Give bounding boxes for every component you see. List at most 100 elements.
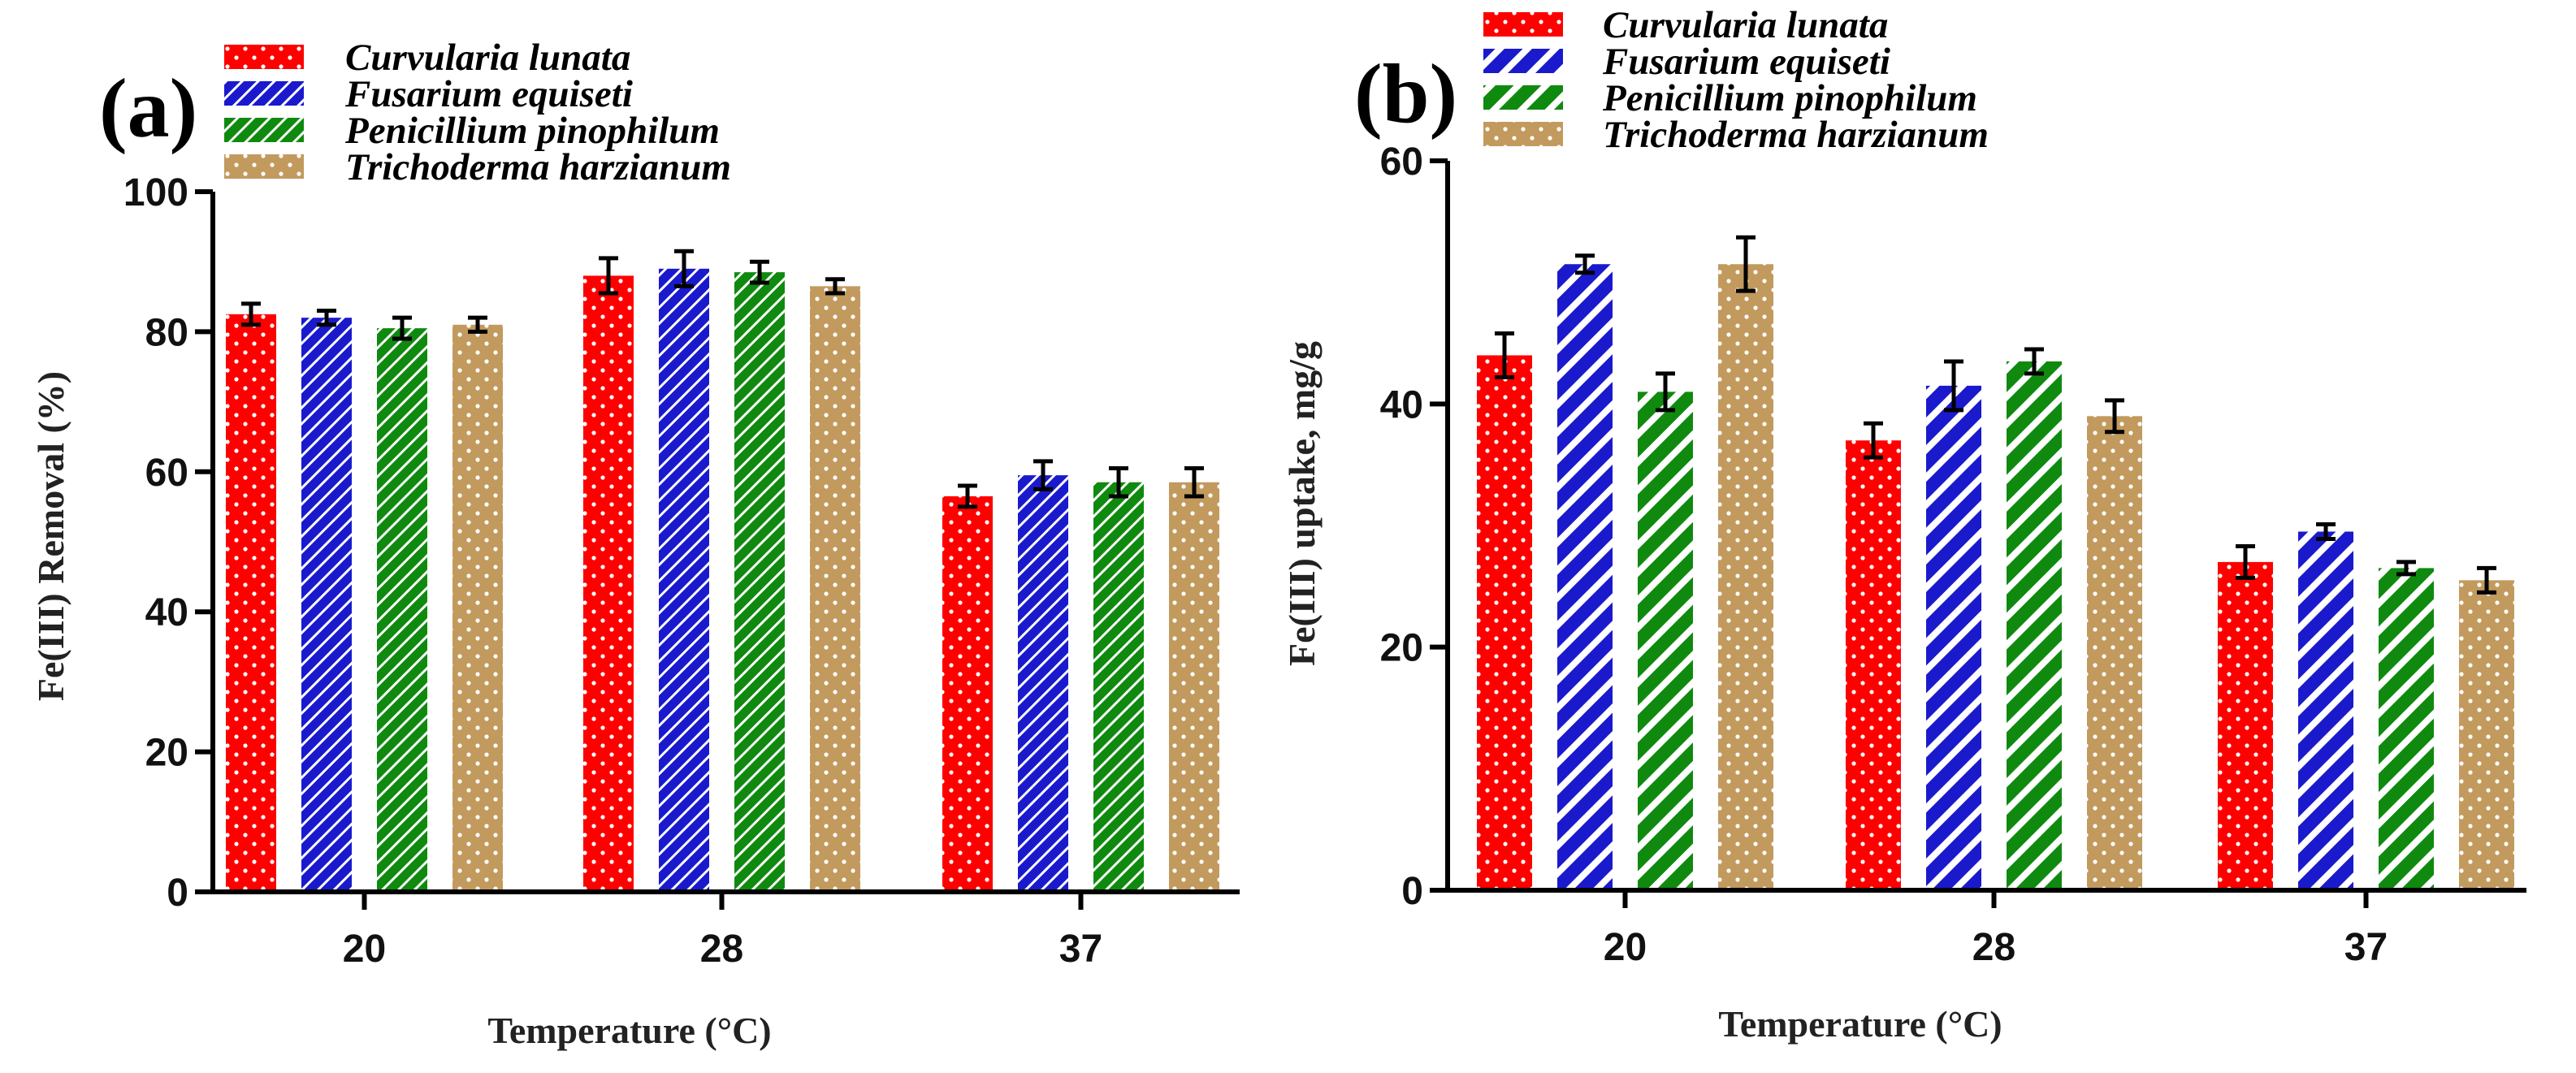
y-tick-label: 100 <box>123 171 188 214</box>
bar-penicillium-pinophilum-37 <box>2379 568 2434 890</box>
panel-a-y-ticks: 0 20 40 60 80 100 <box>123 171 213 915</box>
error-bar-trichoderma-harzianum-20 <box>1736 235 1756 293</box>
error-bar-penicillium-pinophilum-28 <box>750 259 769 285</box>
panel-a: (a) Fe(III) Removal (%) Temperature (°C)… <box>30 37 1240 1051</box>
legend-swatch-fusarium-equiseti <box>224 81 304 106</box>
error-bar-fusarium-equiseti-20 <box>317 309 336 327</box>
legend-label-fusarium-equiseti: Fusarium equiseti <box>1602 41 1890 83</box>
bar-fusarium-equiseti-20 <box>301 318 352 892</box>
error-bar-fusarium-equiseti-37 <box>2316 522 2336 541</box>
bar-trichoderma-harzianum-37 <box>2459 580 2514 890</box>
panel-a-x-ticks: 20 28 37 <box>343 892 1102 971</box>
panel-b-axes <box>1445 161 2526 893</box>
error-bar-fusarium-equiseti-37 <box>1033 459 1053 491</box>
y-tick-label: 60 <box>1380 141 1423 184</box>
x-tick-label: 37 <box>1059 928 1102 971</box>
bar-fusarium-equiseti-28 <box>1926 385 1981 891</box>
y-tick-label: 0 <box>167 872 188 915</box>
legend-swatch-trichoderma-harzianum <box>1483 122 1563 146</box>
panel-b-error-bars <box>1495 235 2496 595</box>
error-bar-trichoderma-harzianum-28 <box>825 277 845 296</box>
y-tick-label: 60 <box>145 452 188 495</box>
error-bar-curvularia-lunata-37 <box>2236 543 2255 580</box>
panel-b-x-axis-title: Temperature (°C) <box>1718 1003 2002 1045</box>
error-bar-fusarium-equiseti-20 <box>1575 253 1595 275</box>
x-tick-label: 20 <box>1604 926 1647 969</box>
bar-penicillium-pinophilum-20 <box>377 328 427 893</box>
legend-swatch-penicillium-pinophilum <box>224 118 304 142</box>
panel-b-bars <box>1477 264 2514 891</box>
legend-label-penicillium-pinophilum: Penicillium pinophilum <box>344 110 720 152</box>
y-tick-label: 20 <box>1380 627 1423 670</box>
error-bar-curvularia-lunata-20 <box>241 301 261 327</box>
panel-b-y-axis-title: Fe(III) uptake, mg/g <box>1281 341 1323 666</box>
panel-b: (b) Fe(III) uptake, mg/g Temperature (°C… <box>1281 4 2526 1045</box>
y-tick-label: 0 <box>1401 870 1423 913</box>
error-bar-curvularia-lunata-28 <box>599 256 618 296</box>
bar-trichoderma-harzianum-28 <box>810 286 860 892</box>
bar-curvularia-lunata-37 <box>2218 561 2273 890</box>
error-bar-trichoderma-harzianum-37 <box>1184 465 1204 499</box>
y-tick-label: 40 <box>1380 383 1423 426</box>
x-tick-label: 20 <box>343 928 386 971</box>
error-bar-fusarium-equiseti-28 <box>1944 359 1963 413</box>
error-bar-penicillium-pinophilum-37 <box>1109 465 1128 499</box>
bar-fusarium-equiseti-28 <box>659 268 709 892</box>
panel-a-y-axis-title: Fe(III) Removal (%) <box>30 371 71 701</box>
bar-penicillium-pinophilum-37 <box>1093 482 1144 892</box>
legend-swatch-fusarium-equiseti <box>1483 49 1563 73</box>
panel-a-error-bars <box>241 249 1204 509</box>
error-bar-trichoderma-harzianum-37 <box>2477 565 2496 595</box>
bar-penicillium-pinophilum-28 <box>734 272 785 892</box>
legend-label-trichoderma-harzianum: Trichoderma harzianum <box>1603 114 1989 156</box>
error-bar-trichoderma-harzianum-28 <box>2105 398 2124 435</box>
error-bar-curvularia-lunata-28 <box>1864 421 1883 460</box>
bar-penicillium-pinophilum-20 <box>1638 392 1693 890</box>
error-bar-penicillium-pinophilum-20 <box>392 315 412 341</box>
panel-a-label: (a) <box>99 62 197 155</box>
x-tick-label: 37 <box>2344 926 2388 969</box>
bar-curvularia-lunata-20 <box>1477 355 1532 890</box>
legend-label-penicillium-pinophilum: Penicillium pinophilum <box>1602 77 1977 119</box>
bar-trichoderma-harzianum-28 <box>2087 416 2142 890</box>
bar-trichoderma-harzianum-20 <box>1718 264 1773 890</box>
error-bar-curvularia-lunata-37 <box>958 483 977 509</box>
panel-b-y-ticks: 0 20 40 60 <box>1380 141 1448 913</box>
x-tick-label: 28 <box>1972 926 2015 969</box>
y-tick-label: 20 <box>145 732 188 775</box>
legend-label-curvularia-lunata: Curvularia lunata <box>345 37 630 79</box>
bar-trichoderma-harzianum-20 <box>452 324 503 892</box>
legend-label-fusarium-equiseti: Fusarium equiseti <box>344 73 633 115</box>
legend-swatch-curvularia-lunata <box>1483 12 1563 37</box>
legend-label-trichoderma-harzianum: Trichoderma harzianum <box>345 146 731 188</box>
error-bar-penicillium-pinophilum-20 <box>1656 371 1675 413</box>
error-bar-curvularia-lunata-20 <box>1495 331 1514 379</box>
bar-fusarium-equiseti-20 <box>1557 264 1613 890</box>
legend-swatch-penicillium-pinophilum <box>1483 85 1563 110</box>
bar-fusarium-equiseti-37 <box>1018 475 1068 892</box>
bar-fusarium-equiseti-37 <box>2298 531 2353 890</box>
bar-curvularia-lunata-20 <box>226 314 276 893</box>
panel-b-label: (b) <box>1354 47 1457 141</box>
panel-a-x-axis-title: Temperature (°C) <box>487 1010 771 1051</box>
bar-curvularia-lunata-28 <box>583 275 634 892</box>
bar-curvularia-lunata-28 <box>1846 440 1901 890</box>
y-tick-label: 80 <box>145 311 188 354</box>
legend-label-curvularia-lunata: Curvularia lunata <box>1603 4 1888 46</box>
error-bar-trichoderma-harzianum-20 <box>468 315 487 334</box>
error-bar-fusarium-equiseti-28 <box>674 249 694 288</box>
y-tick-label: 40 <box>145 591 188 634</box>
panel-b-x-ticks: 20 28 37 <box>1604 890 2388 969</box>
x-tick-label: 28 <box>700 928 743 971</box>
panel-a-axes <box>210 192 1240 894</box>
error-bar-penicillium-pinophilum-37 <box>2396 560 2416 577</box>
bar-curvularia-lunata-37 <box>942 495 993 892</box>
error-bar-penicillium-pinophilum-28 <box>2024 347 2044 376</box>
panel-a-bars <box>226 268 1219 893</box>
bar-penicillium-pinophilum-28 <box>2007 361 2062 890</box>
bar-trichoderma-harzianum-37 <box>1169 482 1219 892</box>
legend-swatch-curvularia-lunata <box>224 45 304 69</box>
